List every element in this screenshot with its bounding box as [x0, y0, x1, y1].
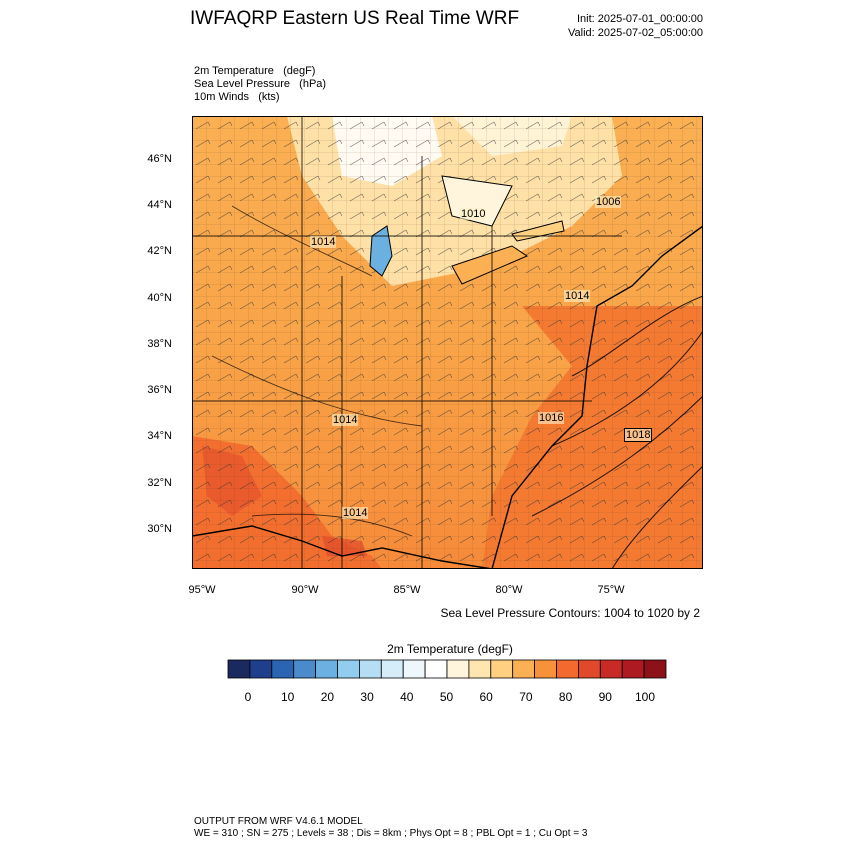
colorbar-cell	[227, 659, 251, 679]
colorbar-cell	[599, 659, 623, 679]
valid-time: Valid: 2025-07-02_05:00:00	[568, 27, 703, 39]
colorbar-title: 2m Temperature (degF)	[387, 642, 513, 656]
colorbar-label: 30	[360, 690, 374, 704]
map-svg	[192, 116, 703, 569]
init-time: Init: 2025-07-01_00:00:00	[577, 13, 703, 25]
colorbar-label: 70	[519, 690, 533, 704]
slp-contours-land	[211, 205, 423, 537]
slp-label: 1010	[460, 208, 487, 220]
lat-tick-label: 42°N	[147, 245, 172, 257]
lat-tick-label: 46°N	[147, 153, 172, 165]
slp-label: 1014	[342, 507, 369, 519]
lon-tick-label: 80°W	[495, 584, 523, 596]
east-coastline	[491, 225, 703, 569]
colorbar-cell	[249, 659, 273, 679]
colorbar-label: 0	[244, 690, 252, 704]
colorbar-cell	[337, 659, 360, 679]
state-borders	[192, 116, 622, 569]
lat-tick-label: 36°N	[147, 384, 172, 396]
colorbar-cell	[577, 659, 601, 679]
colorbar-label: 60	[479, 690, 493, 704]
slp-label: 1014	[310, 236, 337, 248]
lat-tick-label: 32°N	[147, 477, 172, 489]
colorbar-cell	[556, 659, 579, 679]
colorbar-cell	[424, 659, 448, 679]
colorbar-label: 90	[598, 690, 612, 704]
colorbar-cell	[446, 659, 470, 679]
lat-tick-label: 30°N	[147, 523, 172, 535]
slp-label: 1014	[332, 414, 359, 426]
map-border	[192, 116, 703, 569]
colorbar-cell	[490, 659, 514, 679]
colorbar-label: 80	[558, 690, 573, 704]
colorbar-cell	[271, 659, 295, 679]
colorbar-cell	[315, 659, 338, 679]
map-panel: 1014 1010 1006 1014 1014 1016 1018 1014	[192, 116, 703, 569]
colorbar-label: 10	[281, 690, 295, 704]
lon-tick-label: 90°W	[291, 584, 319, 596]
colorbar-cell	[512, 659, 536, 679]
colorbar-cell	[293, 659, 316, 679]
slp-contours-ocean	[531, 295, 703, 569]
colorbar-label: 100	[634, 690, 656, 704]
lon-tick-label: 95°W	[188, 584, 216, 596]
lat-tick-label: 34°N	[147, 430, 172, 442]
colorbar-cell	[643, 659, 667, 679]
lon-tick-label: 85°W	[393, 584, 421, 596]
colorbar-cell	[402, 659, 426, 679]
colorbar-cell	[380, 659, 404, 679]
field-temperature: 2m Temperature (degF)	[194, 65, 316, 77]
footer-config: WE = 310 ; SN = 275 ; Levels = 38 ; Dis …	[194, 828, 588, 839]
slp-label: 1018	[624, 428, 653, 442]
slp-label: 1014	[564, 290, 591, 302]
slp-label: 1006	[595, 196, 622, 208]
lat-tick-label: 40°N	[147, 292, 172, 304]
lat-tick-label: 38°N	[147, 338, 172, 350]
colorbar	[227, 659, 667, 679]
contour-note: Sea Level Pressure Contours: 1004 to 102…	[440, 606, 701, 620]
colorbar-cell	[534, 659, 557, 679]
colorbar-cell	[468, 659, 492, 679]
lat-tick-label: 44°N	[147, 199, 172, 211]
footer-model: OUTPUT FROM WRF V4.6.1 MODEL	[194, 816, 363, 827]
colorbar-label: 50	[439, 690, 454, 704]
lake-michigan	[369, 225, 393, 277]
colorbar-label: 20	[320, 690, 335, 704]
plot-title: IWFAQRP Eastern US Real Time WRF	[190, 8, 520, 29]
colorbar-cell	[621, 659, 645, 679]
field-slp: Sea Level Pressure (hPa)	[194, 78, 327, 90]
colorbar-cell	[358, 659, 382, 679]
slp-label: 1016	[538, 412, 565, 424]
colorbar-label: 40	[400, 690, 414, 704]
lon-tick-label: 75°W	[597, 584, 625, 596]
field-winds: 10m Winds (kts)	[194, 91, 280, 103]
